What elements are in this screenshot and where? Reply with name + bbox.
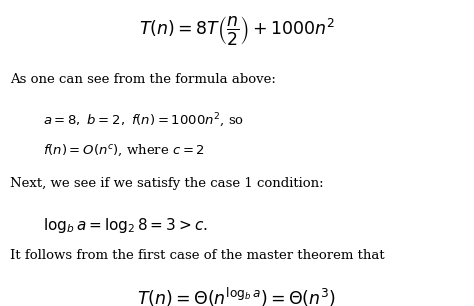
Text: Next, we see if we satisfy the case 1 condition:: Next, we see if we satisfy the case 1 co… (10, 177, 324, 190)
Text: $T(n) = 8T\left(\dfrac{n}{2}\right) + 1000n^2$: $T(n) = 8T\left(\dfrac{n}{2}\right) + 10… (139, 14, 335, 47)
Text: It follows from the first case of the master theorem that: It follows from the first case of the ma… (10, 249, 385, 262)
Text: $a = 8,\ b = 2,\ f(n) = 1000n^2$, so: $a = 8,\ b = 2,\ f(n) = 1000n^2$, so (43, 112, 244, 130)
Text: $f(n) = O\left(n^c\right)$, where $c = 2$: $f(n) = O\left(n^c\right)$, where $c = 2… (43, 142, 205, 158)
Text: $T(n) = \Theta\left(n^{\log_b a}\right) = \Theta\left(n^3\right)$: $T(n) = \Theta\left(n^{\log_b a}\right) … (137, 286, 337, 306)
Text: As one can see from the formula above:: As one can see from the formula above: (10, 73, 276, 86)
Text: $\log_b a = \log_2 8 = 3 > c.$: $\log_b a = \log_2 8 = 3 > c.$ (43, 216, 208, 235)
